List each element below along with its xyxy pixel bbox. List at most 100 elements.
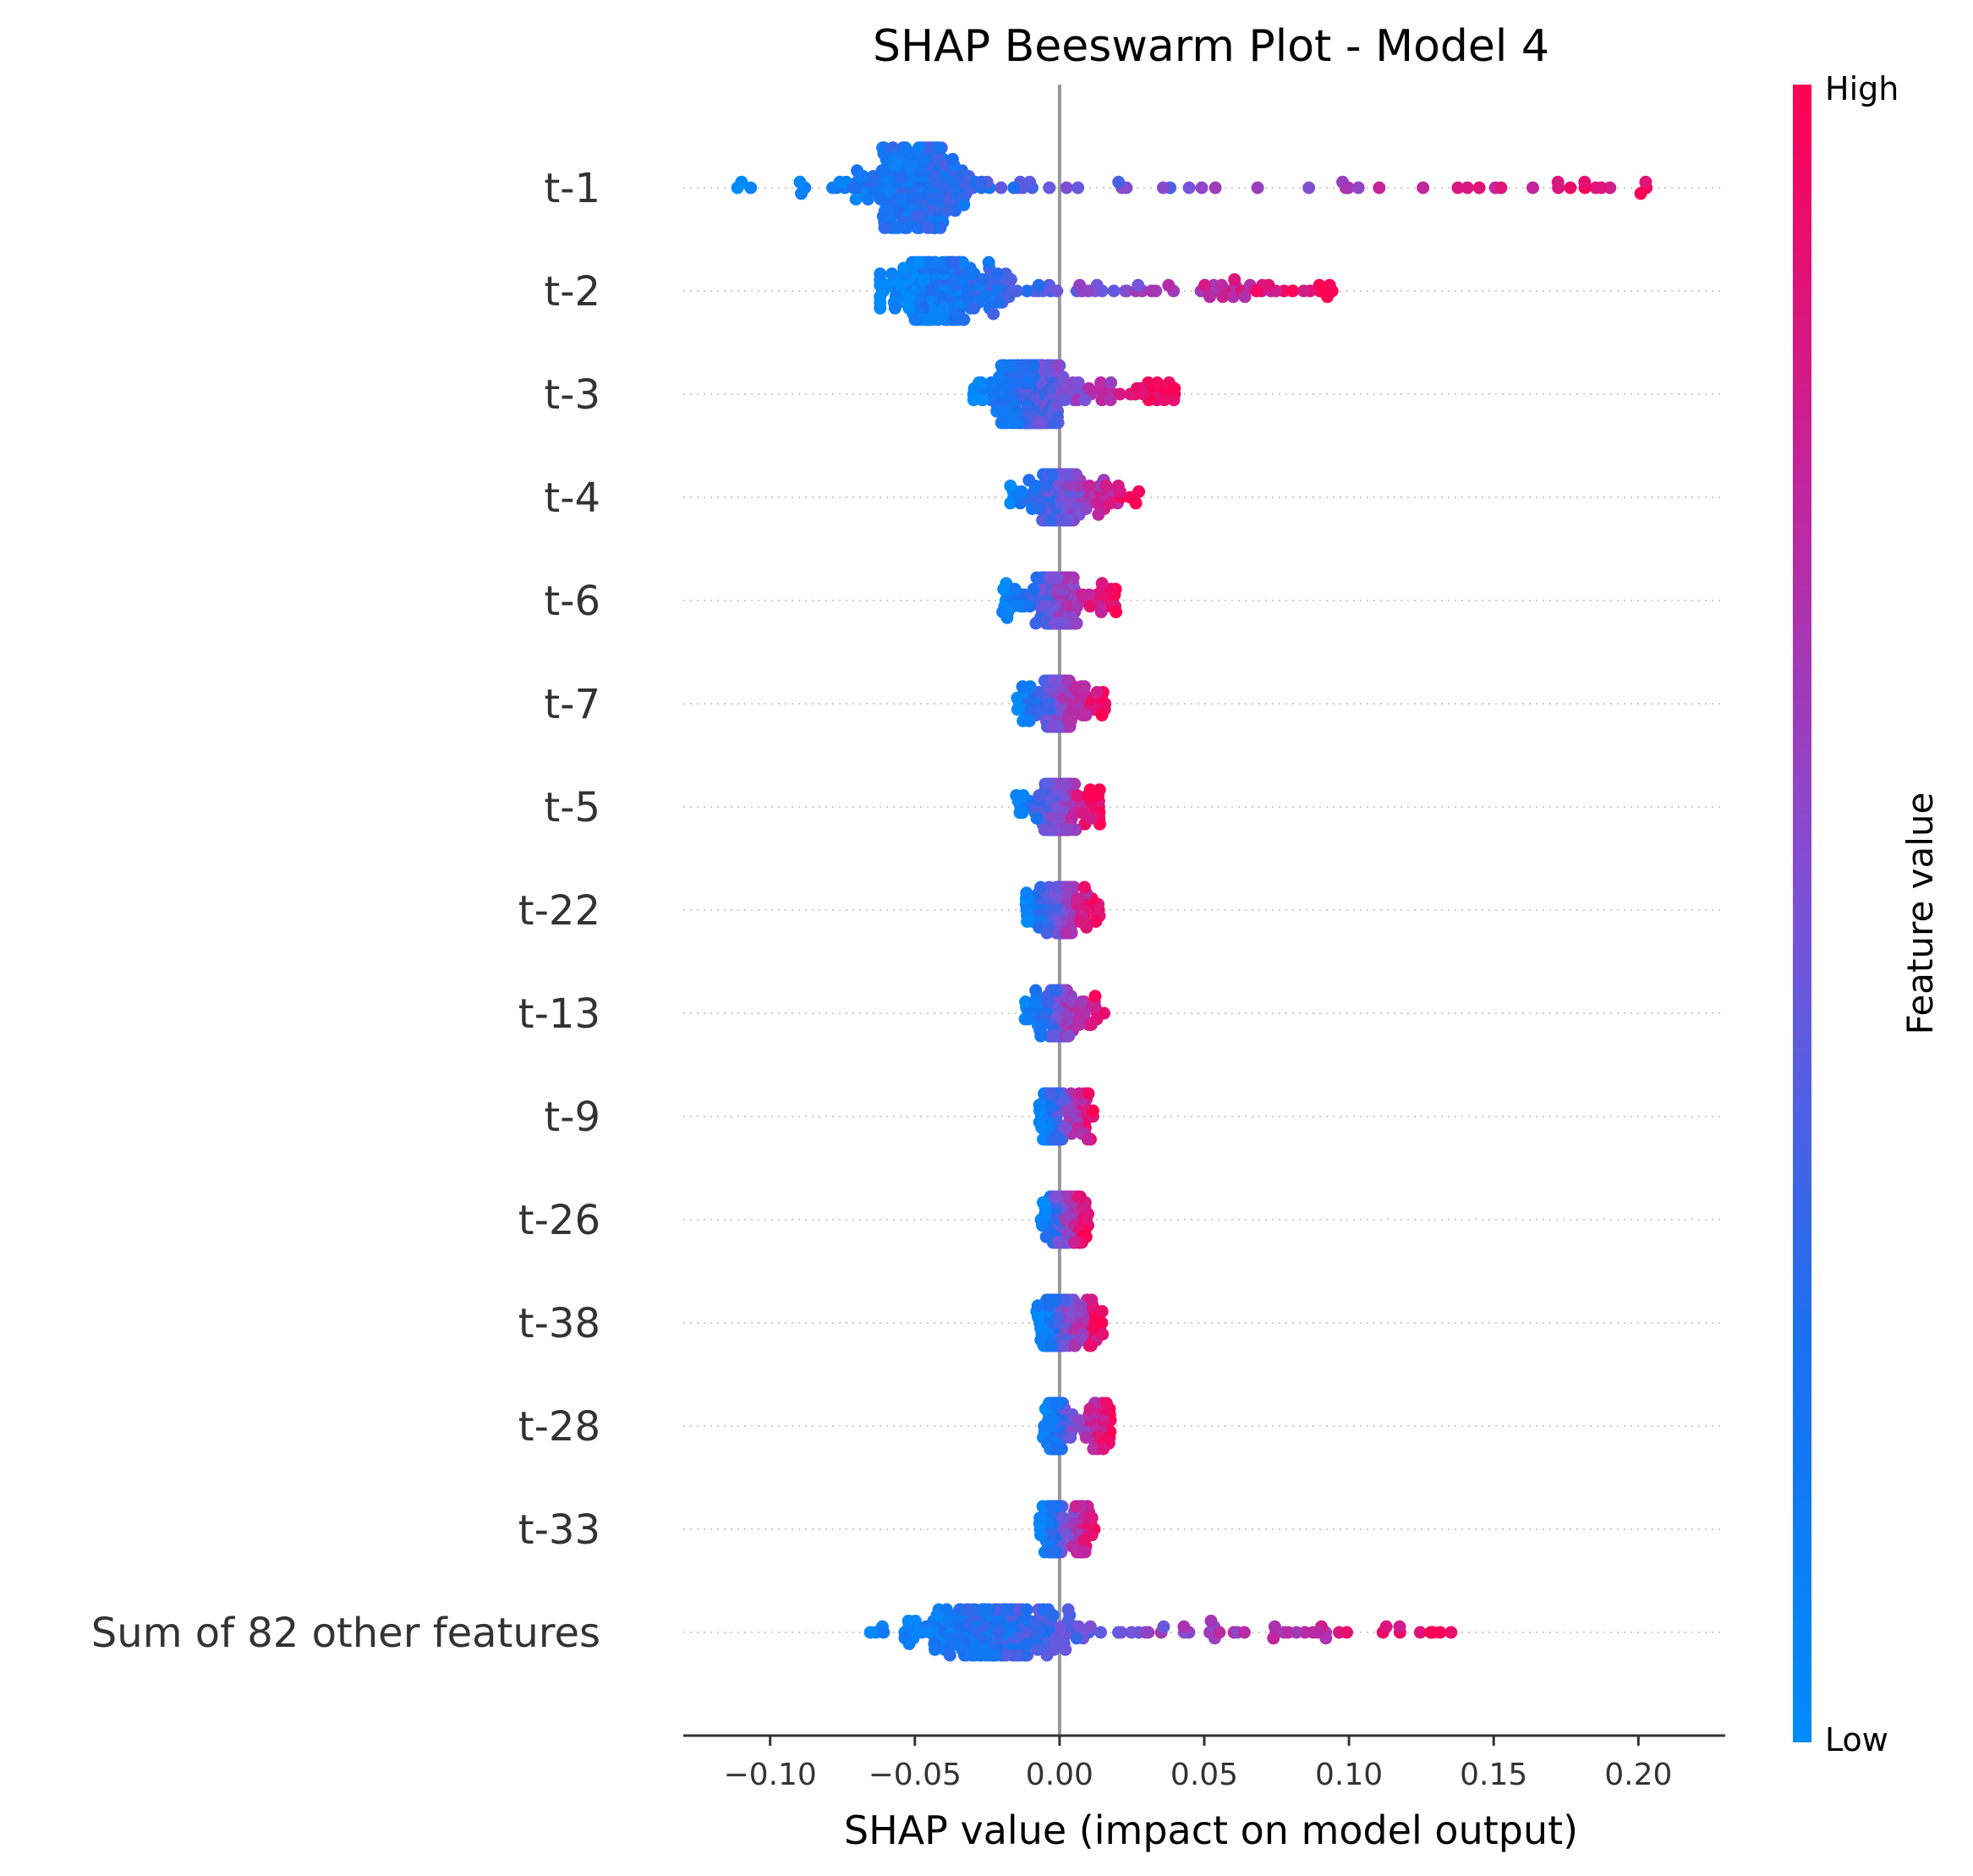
shap-dot: [902, 1615, 915, 1627]
shap-dot: [1057, 1093, 1071, 1106]
shap-dot: [1046, 1609, 1060, 1622]
shap-dot: [861, 193, 874, 206]
shap-dot: [1071, 789, 1084, 802]
shap-dot: [954, 1603, 967, 1616]
shap-dot: [897, 261, 911, 275]
x-tick-label: 0.10: [1315, 1758, 1383, 1792]
shap-dot: [913, 255, 925, 269]
shap-dot: [928, 255, 941, 269]
shap-dot: [1021, 915, 1034, 928]
shap-dot: [1010, 789, 1023, 802]
shap-dot: [1071, 181, 1085, 195]
shap-dot: [1072, 1413, 1086, 1427]
shap-dot: [1157, 1620, 1170, 1633]
shap-dot: [976, 273, 989, 286]
shap-dot: [1084, 812, 1098, 825]
shap-dot: [915, 1626, 929, 1639]
shap-dot: [1203, 290, 1216, 304]
shap-dot: [1082, 480, 1096, 492]
shap-dot: [1048, 823, 1061, 837]
shap-dot: [957, 198, 971, 211]
shap-dot: [1088, 990, 1102, 1003]
shap-dot: [1067, 1339, 1081, 1352]
shap-dot: [1041, 777, 1055, 791]
shap-dot: [948, 313, 962, 326]
shap-dot: [1050, 1190, 1063, 1204]
shap-dot: [1047, 674, 1060, 688]
shap-dot: [1182, 181, 1196, 195]
shap-dot: [1099, 480, 1113, 492]
shap-dot: [976, 393, 989, 407]
shap-dot: [932, 141, 945, 155]
shap-dot: [1046, 720, 1059, 733]
shap-dot: [1071, 376, 1085, 389]
shap-dot: [877, 1626, 891, 1639]
shap-dot: [1076, 1545, 1089, 1559]
shap-dot: [1072, 1018, 1086, 1031]
feature-label: t-5: [544, 784, 600, 831]
shap-dot: [1321, 290, 1335, 304]
shap-dot: [735, 175, 748, 189]
shap-dot: [1427, 1626, 1439, 1639]
shap-dot: [1444, 1626, 1458, 1639]
shap-dot: [1112, 175, 1126, 189]
shap-dot: [982, 255, 995, 269]
shap-dot: [1070, 468, 1082, 481]
shap-dot: [1084, 1339, 1098, 1352]
colorbar-low-label: Low: [1825, 1721, 1888, 1758]
shap-dot: [1023, 175, 1037, 189]
shap-dot: [1162, 278, 1176, 292]
shap-dot: [795, 187, 808, 200]
shap-dot: [875, 164, 889, 178]
shap-dot: [1132, 485, 1146, 498]
shap-dot: [1005, 416, 1018, 430]
shap-dot: [1029, 984, 1043, 997]
shap-dot: [990, 404, 1004, 418]
shap-dot: [1461, 181, 1474, 195]
shap-dot: [1083, 1402, 1097, 1416]
shap-dot: [1021, 284, 1033, 298]
shap-dot: [1062, 1029, 1076, 1043]
shap-dot: [1168, 381, 1181, 395]
shap-dot: [1494, 181, 1508, 195]
shap-dot: [1089, 915, 1103, 928]
feature-label: t-13: [518, 990, 600, 1038]
shap-dot: [1044, 1339, 1058, 1352]
shap-dot: [1040, 926, 1054, 940]
shap-dot: [874, 267, 887, 281]
shap-dot: [1052, 1442, 1066, 1456]
shap-dot: [1028, 996, 1041, 1008]
shap-dot: [1145, 284, 1159, 298]
shap-dot: [1072, 1087, 1086, 1100]
shap-dot: [1413, 1626, 1427, 1639]
shap-dot: [1092, 507, 1105, 521]
shap-dot: [1032, 278, 1045, 292]
shap-dot: [1079, 1431, 1093, 1444]
x-axis-ticks: −0.10 −0.05 0.00 0.05 0.10 0.15 0.20: [724, 1736, 1672, 1792]
shap-dot: [912, 141, 925, 155]
shap-dot: [1311, 1626, 1324, 1639]
row-guides: [683, 187, 1725, 1633]
shap-dot: [1060, 880, 1074, 894]
shap-dot: [1113, 387, 1126, 401]
shap-dot: [1094, 1626, 1107, 1639]
feature-label: t-2: [544, 268, 600, 315]
shap-dot: [1034, 1333, 1048, 1347]
shap-dot: [910, 210, 923, 223]
shap-dot: [1060, 926, 1073, 940]
shap-dot: [997, 1603, 1011, 1616]
shap-dot: [940, 204, 954, 217]
shap-dot: [1060, 468, 1073, 481]
shap-dot: [1373, 181, 1386, 195]
shap-dot: [940, 1603, 953, 1616]
shap-dot: [991, 267, 1005, 281]
shap-dot: [978, 290, 992, 304]
shap-dot: [902, 301, 916, 315]
shap-dot: [1313, 278, 1326, 292]
shap-dot: [1035, 1122, 1049, 1134]
shap-dot: [1029, 617, 1043, 630]
shap-dot: [1451, 181, 1465, 195]
shap-dot: [1139, 1626, 1153, 1639]
shap-dot: [1027, 359, 1040, 372]
shap-dot: [1043, 181, 1056, 195]
